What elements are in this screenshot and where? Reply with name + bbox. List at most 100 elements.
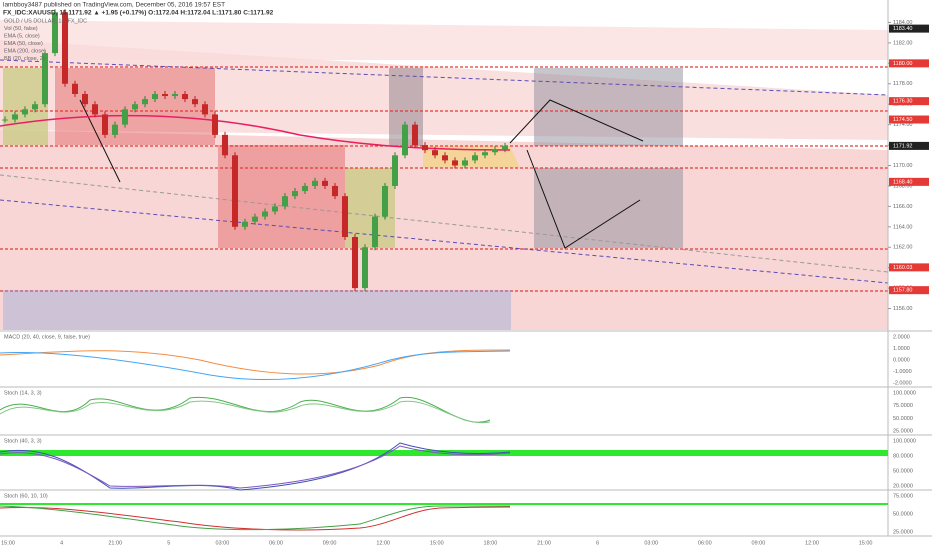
candle bbox=[42, 53, 48, 105]
pane-axis-label: -2.0000 bbox=[893, 380, 912, 386]
candle bbox=[2, 119, 8, 121]
candle bbox=[462, 160, 468, 166]
pane-label: Stoch (60, 10, 10) bbox=[4, 493, 48, 499]
candle bbox=[282, 196, 288, 207]
candle bbox=[452, 160, 458, 166]
symbol-info: FX_IDC:XAUUSD, 15 1171.92 ▲ +1.95 (+0.17… bbox=[3, 10, 274, 17]
stoch-k bbox=[0, 506, 511, 531]
candle bbox=[302, 185, 308, 192]
legend-entry: EMA (50, close) bbox=[4, 41, 43, 47]
stoch-k bbox=[0, 442, 511, 491]
trend bbox=[0, 174, 889, 273]
price-marker-label: 1176.30 bbox=[893, 99, 912, 105]
pane-axis-label: 1.0000 bbox=[893, 346, 910, 352]
candle bbox=[412, 124, 418, 146]
candle bbox=[172, 93, 178, 97]
candle bbox=[212, 114, 218, 135]
candle bbox=[122, 109, 128, 125]
candle bbox=[102, 114, 108, 135]
pane-axis-label: 50.0000 bbox=[893, 511, 913, 517]
candle bbox=[382, 185, 388, 217]
candle bbox=[392, 155, 398, 186]
levels bbox=[0, 66, 888, 292]
pane-axis-label: 100.0000 bbox=[893, 390, 916, 396]
stoch-d bbox=[0, 445, 511, 489]
arrow bbox=[526, 149, 641, 249]
time-label: 15:00 bbox=[430, 540, 444, 546]
time-label: 09:00 bbox=[752, 540, 766, 546]
time-label: 06:00 bbox=[698, 540, 712, 546]
candle bbox=[12, 114, 18, 120]
time-label: 12:00 bbox=[805, 540, 819, 546]
candle bbox=[152, 93, 158, 100]
time-label: 21:00 bbox=[108, 540, 122, 546]
pane-axis-label: 50.0000 bbox=[893, 416, 913, 422]
time-label: 18:00 bbox=[484, 540, 498, 546]
price-marker bbox=[889, 24, 929, 33]
price-marker-label: 1180.00 bbox=[893, 61, 912, 67]
stoch-d bbox=[0, 505, 510, 531]
stoch-k bbox=[0, 396, 491, 423]
pane-axis-label: 20.0000 bbox=[893, 483, 913, 489]
candle bbox=[32, 104, 38, 110]
publisher: lambboy3487 published on TradingView.com… bbox=[3, 2, 225, 9]
pane-axis-label: 0.0000 bbox=[893, 357, 910, 363]
candle bbox=[502, 145, 508, 150]
legend-entry: BB (20, close, 2) bbox=[4, 56, 45, 62]
price-tick-label: 1184.00 bbox=[893, 20, 912, 26]
price-tick-label: 1170.00 bbox=[893, 163, 912, 169]
candle bbox=[72, 83, 78, 94]
legend-entry: EMA (5, close) bbox=[4, 33, 40, 39]
candle bbox=[352, 237, 358, 289]
time-label: 06:00 bbox=[269, 540, 283, 546]
candle bbox=[132, 104, 138, 110]
candle bbox=[162, 93, 168, 97]
candle bbox=[142, 99, 148, 105]
price-marker-label: 1174.50 bbox=[893, 117, 912, 123]
candle bbox=[112, 124, 118, 135]
candle bbox=[52, 12, 58, 54]
candle bbox=[242, 221, 248, 227]
pane-axis-label: 80.0000 bbox=[893, 453, 913, 459]
time-label: 6 bbox=[596, 540, 599, 546]
price-marker bbox=[889, 263, 929, 272]
time-label: 15:00 bbox=[859, 540, 873, 546]
pane-axis-label: -1.0000 bbox=[893, 369, 912, 375]
candle bbox=[322, 180, 328, 186]
price-marker-label: 1183.40 bbox=[893, 26, 912, 32]
time-label: 09:00 bbox=[323, 540, 337, 546]
candle bbox=[342, 196, 348, 238]
price-axis bbox=[888, 0, 932, 550]
arrow bbox=[509, 99, 644, 144]
candle bbox=[82, 93, 88, 105]
candle bbox=[402, 124, 408, 156]
pane-axis-label: 25.0000 bbox=[893, 428, 913, 434]
trend bbox=[0, 199, 889, 284]
price-marker-label: 1171.92 bbox=[893, 143, 912, 149]
price-marker-label: 1160.03 bbox=[893, 265, 912, 271]
candle bbox=[192, 99, 198, 105]
price-tick-label: 1166.00 bbox=[893, 204, 912, 210]
trend-lines bbox=[0, 59, 889, 284]
price-marker bbox=[889, 286, 929, 295]
candle bbox=[442, 155, 448, 161]
pane-label: Stoch (14, 3, 3) bbox=[4, 390, 42, 396]
band bbox=[0, 450, 888, 456]
candle bbox=[92, 104, 98, 115]
legend-entry: Vol (50, false) bbox=[4, 26, 38, 32]
pane-label: Stoch (40, 3, 3) bbox=[4, 438, 42, 444]
arrows bbox=[79, 99, 644, 249]
candles bbox=[2, 9, 508, 292]
time-label: 5 bbox=[167, 540, 170, 546]
pane-axis-label: 50.0000 bbox=[893, 468, 913, 474]
candle bbox=[422, 145, 428, 151]
candle bbox=[372, 216, 378, 248]
candle bbox=[482, 152, 488, 156]
candle bbox=[262, 211, 268, 217]
trend bbox=[0, 59, 889, 96]
sub-panes bbox=[0, 330, 932, 537]
price-marker bbox=[889, 59, 929, 68]
candle bbox=[492, 149, 498, 153]
signal-line bbox=[0, 350, 511, 381]
